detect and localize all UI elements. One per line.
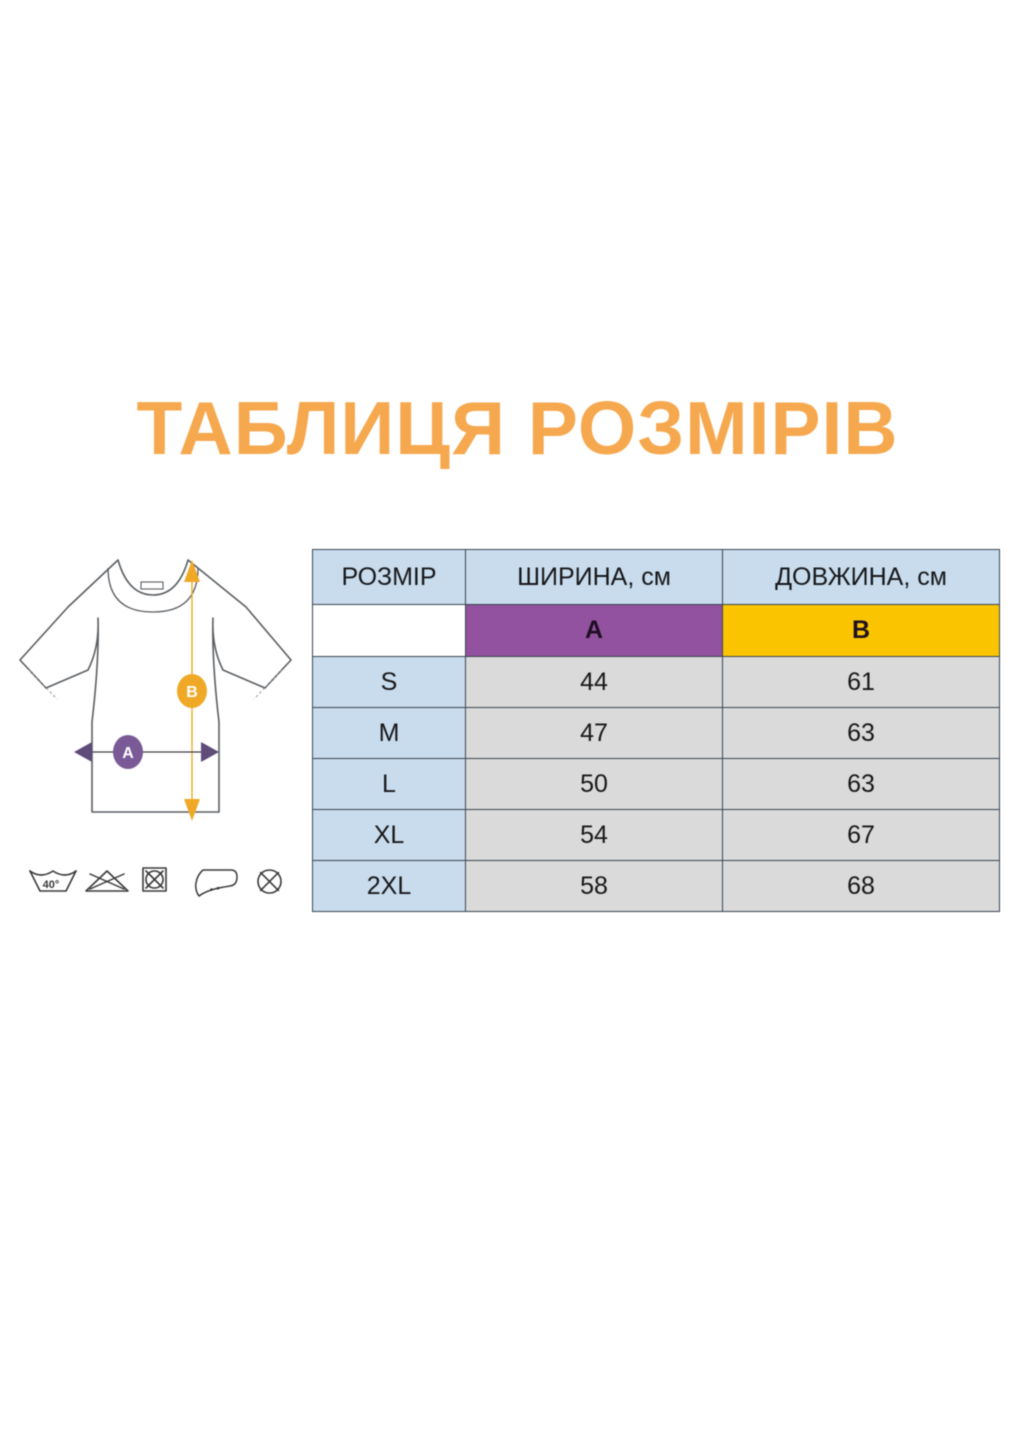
svg-text:40°: 40° [43, 879, 60, 891]
svg-text:A: A [122, 745, 134, 762]
svg-text:B: B [186, 684, 198, 701]
